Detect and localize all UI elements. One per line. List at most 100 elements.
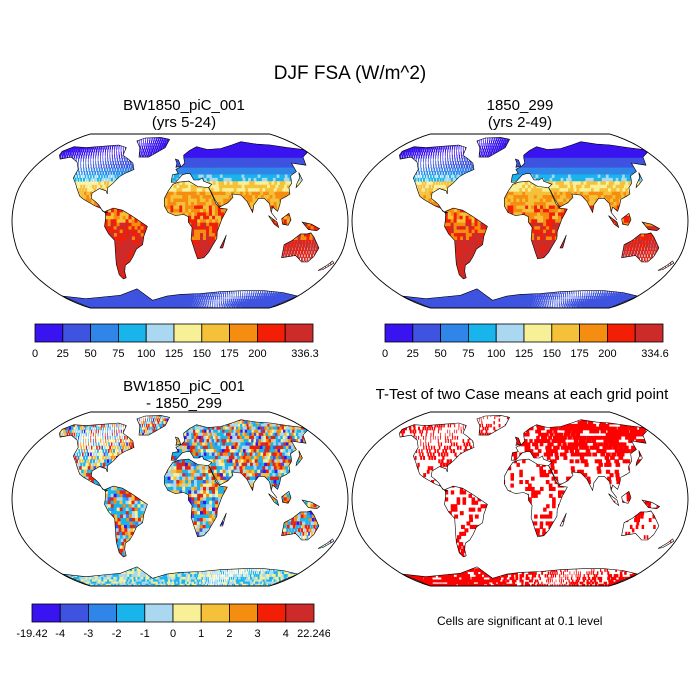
map-4-coastline-greenland (476, 415, 511, 436)
colorbar-3-tick-label: 4 (283, 628, 289, 640)
colorbar-2-tick-label: 25 (407, 348, 419, 360)
map-3-border (11, 411, 349, 587)
colorbar-2-tick-label: 0 (382, 348, 388, 360)
colorbar-1-swatch (62, 323, 91, 343)
colorbar-1-swatch (173, 323, 203, 343)
map-2-coastline-madagascar (559, 234, 567, 249)
colorbar-2-tick-label: 150 (543, 348, 561, 360)
map-2-coastline-newZealand (657, 260, 675, 271)
colorbar-3-swatch (59, 603, 89, 623)
colorbar-3-swatch (228, 603, 258, 623)
map-2-coastline-newGuinea (641, 221, 661, 232)
colorbar-1-swatch (229, 323, 258, 343)
map-2-coastline-southAmerica (444, 207, 488, 280)
colorbar-3-swatch (88, 603, 118, 623)
map-2-coastline-africa (503, 180, 568, 260)
map-3-coastline-uk (174, 436, 182, 446)
map-4-coastline-northAmerica (399, 422, 475, 492)
colorbar-1-tick-label: 336.3 (291, 348, 319, 360)
colorbar-1-swatch (145, 323, 175, 343)
map-1-coastline-borneo (281, 212, 292, 226)
colorbar-1-tick-label: 75 (112, 348, 124, 360)
map-3-coastline-newGuinea (301, 499, 321, 510)
map-3-coastline-borneo (281, 490, 292, 504)
panel-2-title-line2: (yrs 2-49) (420, 114, 620, 131)
colorbar-1-swatch (118, 323, 147, 343)
map-3-coastline-southAmerica (104, 485, 148, 558)
colorbar-1-tick-label: 0 (32, 348, 38, 360)
map-2-coastline-borneo (621, 212, 632, 226)
panel-1-title-line1: BW1850_piC_001 (84, 97, 284, 114)
map-2-coastline-japan (635, 172, 643, 189)
colorbar-3-swatch (116, 603, 146, 623)
colorbar-1-tick-label: 100 (137, 348, 155, 360)
map-4-ocean (352, 412, 688, 586)
colorbar-3-tick-label: -2 (112, 628, 122, 640)
colorbar-1-swatch (90, 323, 119, 343)
panel-1-title: BW1850_piC_001 (yrs 5-24) (84, 97, 284, 131)
colorbar-2-swatch (495, 323, 525, 343)
map-1-coastline-greenland (136, 137, 171, 158)
map-4-coastline-australia (621, 510, 660, 541)
colorbar-3-tick-label: -19.42 (16, 628, 47, 640)
colorbar-3-tick-label: -4 (55, 628, 65, 640)
significance-note: Cells are significant at 0.1 level (437, 614, 602, 628)
colorbar-2-tick-label: 100 (487, 348, 505, 360)
map-4-coastline-eurasia (510, 419, 649, 499)
map-2-border (351, 133, 689, 309)
map-4-coastline-sumatra (608, 493, 620, 507)
map-3-coastline-africa (163, 458, 228, 538)
colorbar-3-tick-label: 1 (198, 628, 204, 640)
panel-4-title-line1: T-Test of two Case means at each grid po… (352, 386, 692, 403)
map-3-coastline-madagascar (219, 512, 227, 527)
map-4-coastline-newGuinea (641, 499, 661, 510)
panel-1-title-line2: (yrs 5-24) (84, 114, 284, 131)
colorbar-3-swatch (144, 603, 174, 623)
colorbar-1-tick-label: 150 (193, 348, 211, 360)
panel-2-title: 1850_299 (yrs 2-49) (420, 97, 620, 131)
colorbar-2-tick-label: 175 (570, 348, 588, 360)
colorbar-2-swatch (468, 323, 497, 343)
panel-3-title-line2: - 1850_299 (84, 395, 284, 412)
colorbar-1-swatch (256, 323, 286, 343)
map-panel-4 (351, 411, 689, 587)
figure-title: DJF FSA (W/m^2) (0, 63, 700, 85)
colorbar-1: 0 25 50 75 100 125 150 175 200 336.3 (32, 323, 319, 360)
map-1-border (11, 133, 349, 309)
map-1-coastline-sumatra (268, 215, 280, 229)
colorbar-2-swatch (579, 323, 608, 343)
colorbar-3-swatch (31, 603, 61, 623)
colorbar-2-tick-label: 75 (462, 348, 474, 360)
map-1-coastline-uk (174, 158, 182, 168)
map-1-coastline-madagascar (219, 234, 227, 249)
map-4-coastline-madagascar (559, 512, 567, 527)
colorbar-1-tick-label: 200 (248, 348, 266, 360)
map-3-coastline-australia (281, 510, 320, 541)
colorbar-2-swatch (440, 323, 469, 343)
map-1-coastline-newZealand (317, 260, 335, 271)
colorbar-2-swatch (412, 323, 441, 343)
map-4-coastline-newZealand (657, 538, 675, 549)
map-1-coastline-southAmerica (104, 207, 148, 280)
colorbar-3-tick-label: -3 (84, 628, 94, 640)
map-panel-3 (11, 411, 349, 587)
map-3-coastline-northAmerica (59, 422, 135, 492)
colorbar-2-swatch (551, 323, 581, 343)
map-4-border (351, 411, 689, 587)
colorbar-3-tick-label: -1 (140, 628, 150, 640)
colorbar-3: -19.42 -4 -3 -2 -1 0 1 2 3 4 22.246 (16, 603, 330, 640)
colorbar-2-swatch (523, 323, 553, 343)
map-2-coastline-uk (514, 158, 522, 168)
map-2-coastline-sumatra (608, 215, 620, 229)
colorbar-3-swatch (200, 603, 230, 623)
map-1-coastline-antarctica (62, 288, 299, 309)
map-2-coastline-eurasia (510, 141, 649, 221)
map-2-coastline-northAmerica (399, 144, 475, 214)
map-4-coastline-antarctica (402, 566, 639, 587)
map-1-coastline-newGuinea (301, 221, 321, 232)
map-4-coastline-uk (514, 436, 522, 446)
map-1-coastline-northAmerica (59, 144, 135, 214)
map-3-coastline-greenland (136, 415, 171, 436)
map-4-coastline-japan (635, 450, 643, 467)
colorbar-2-tick-label: 200 (598, 348, 616, 360)
